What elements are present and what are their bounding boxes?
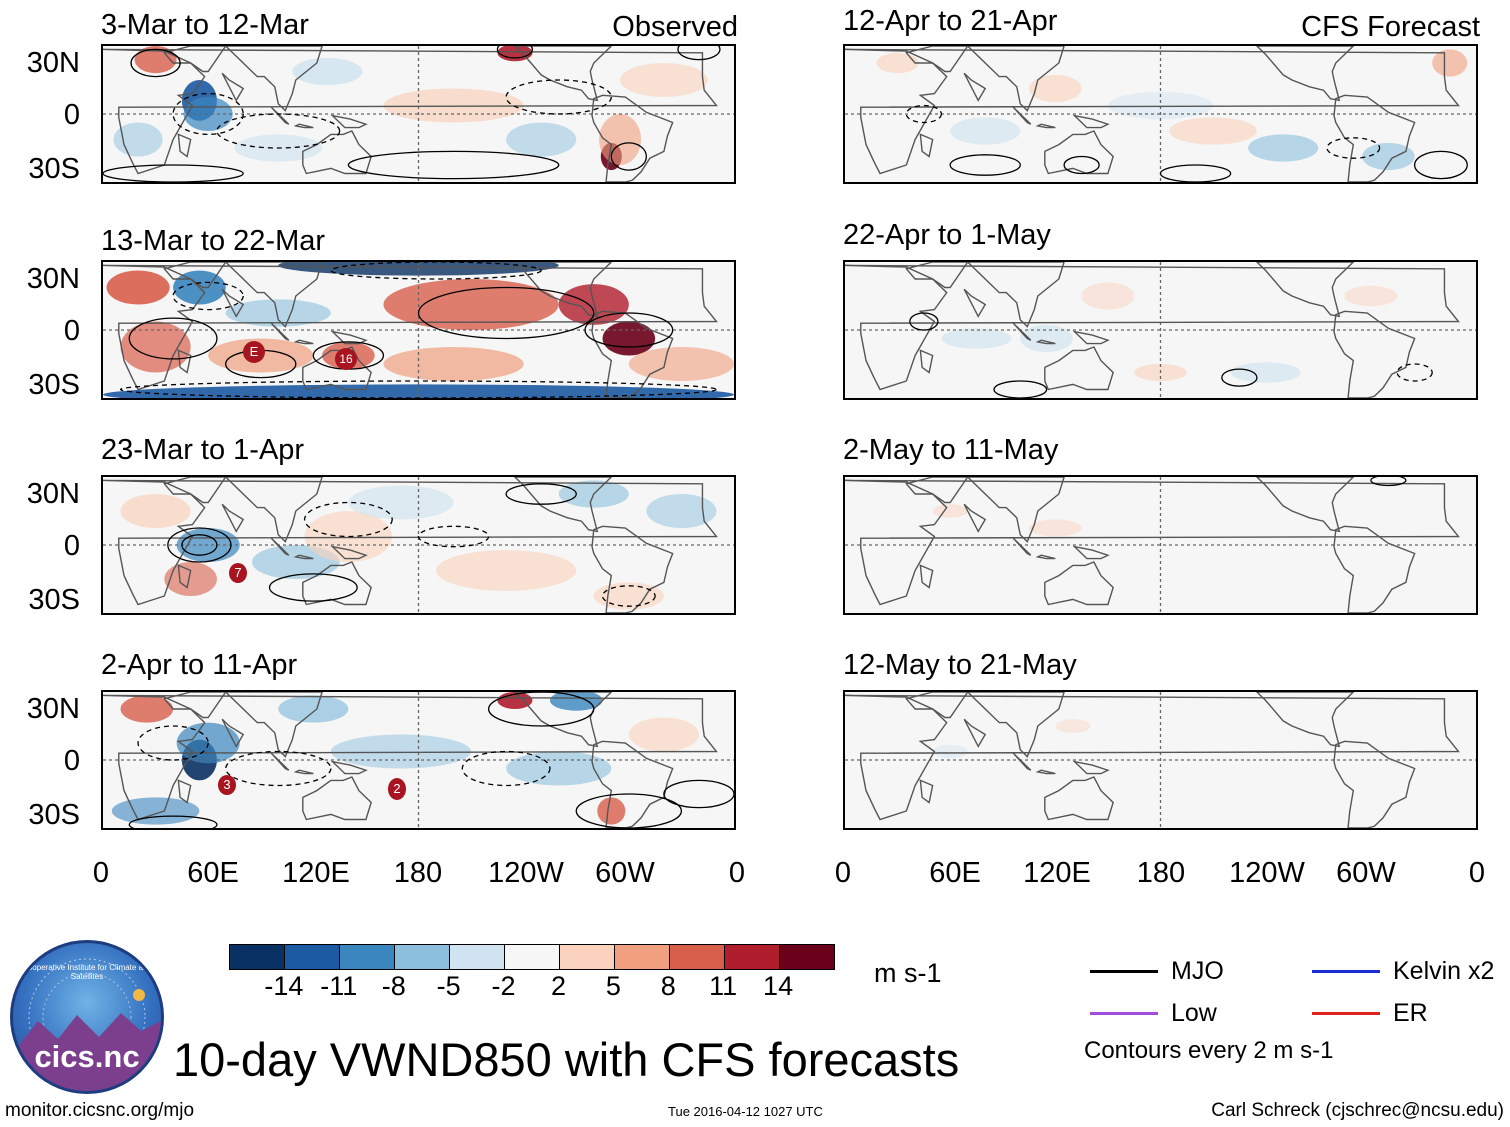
map-field (845, 692, 1476, 828)
forecast-panel-title-2: 22-Apr to 1-May (843, 219, 1051, 251)
colorbar-swatch (670, 945, 725, 969)
longitude-label: 120W (1229, 857, 1305, 889)
colorbar-swatch (780, 945, 834, 969)
forecast-map-panel-1 (843, 44, 1478, 184)
colorbar-label: -14 (264, 971, 304, 1001)
logo-text: cics.nc (34, 1039, 140, 1074)
forecast-map-panel-4 (843, 690, 1478, 830)
legend-line-er (1312, 1012, 1380, 1015)
colorbar-swatch (340, 945, 395, 969)
forecast-panel-title-3: 2-May to 11-May (843, 434, 1059, 466)
longitude-label: 60E (187, 857, 239, 889)
longitude-label: 120E (282, 857, 350, 889)
longitude-label: 120W (488, 857, 564, 889)
map-field (103, 262, 734, 398)
latitude-label: 30S (28, 799, 80, 831)
observed-panel-title-4: 2-Apr to 11-Apr (101, 649, 298, 681)
longitude-label: 60W (1336, 857, 1396, 889)
main-title: 10-day VWND850 with CFS forecasts (173, 1033, 960, 1086)
colorbar-units: m s-1 (874, 958, 942, 988)
map-field (845, 477, 1476, 613)
latitude-label: 0 (63, 530, 80, 562)
map-field (103, 477, 734, 613)
colorbar-swatch (450, 945, 505, 969)
footer-timestamp: Tue 2016-04-12 1027 UTC (668, 1104, 823, 1119)
latitude-label: 0 (63, 99, 80, 131)
observed-map-panel-3 (101, 475, 736, 615)
colorbar-label: -8 (381, 971, 406, 1001)
observed-panel-title-2: 13-Mar to 22-Mar (101, 225, 326, 257)
footer-url[interactable]: monitor.cicsnc.org/mjo (5, 1100, 195, 1121)
longitude-label: 120E (1023, 857, 1091, 889)
colorbar-label: 2 (550, 971, 566, 1001)
latitude-label: 0 (63, 315, 80, 347)
storm-marker: 3 (218, 775, 236, 795)
forecast-map-panel-2 (843, 260, 1478, 400)
observed-panel-title-1: 3-Mar to 12-Mar (101, 9, 309, 41)
colorbar-label: 8 (660, 971, 676, 1001)
map-field (103, 46, 734, 182)
colorbar-swatch (230, 945, 285, 969)
latitude-label: 30S (28, 369, 80, 401)
longitude-label: 0 (1468, 857, 1486, 889)
latitude-label: 30N (26, 47, 80, 79)
longitude-label: 60W (595, 857, 655, 889)
map-field (845, 46, 1476, 182)
longitude-label: 0 (92, 857, 110, 889)
colorbar-swatch (725, 945, 780, 969)
observed-header: Observed (612, 11, 738, 43)
latitude-label: 30N (26, 693, 80, 725)
observed-panel-title-3: 23-Mar to 1-Apr (101, 434, 305, 466)
colorbar-swatch (285, 945, 340, 969)
colorbar-label: -2 (491, 971, 516, 1001)
footer-credit: Carl Schreck (cjschrec@ncsu.edu) (1211, 1100, 1504, 1121)
map-field (845, 262, 1476, 398)
colorbar-swatch (615, 945, 670, 969)
latitude-label: 30N (26, 263, 80, 295)
map-field (103, 692, 734, 828)
colorbar-label: -5 (436, 971, 461, 1001)
logo-graphic (13, 958, 161, 1091)
colorbar-swatch (505, 945, 560, 969)
latitude-label: 0 (63, 745, 80, 777)
colorbar-swatch (395, 945, 450, 969)
legend-line-low (1090, 1012, 1158, 1015)
latitude-label: 30N (26, 478, 80, 510)
forecast-map-panel-3 (843, 475, 1478, 615)
cics-logo: cics.nc Cooperative Institute for Climat… (10, 940, 164, 1094)
logo-ring-text: Cooperative Institute for Climate and Sa… (22, 963, 152, 981)
observed-map-panel-2 (101, 260, 736, 400)
storm-marker: 16 (335, 348, 357, 370)
legend-label-mjo: MJO (1171, 957, 1224, 985)
longitude-label: 180 (393, 857, 443, 889)
latitude-label: 30S (28, 584, 80, 616)
longitude-label: 60E (929, 857, 981, 889)
longitude-label: 0 (834, 857, 852, 889)
observed-map-panel-1 (101, 44, 736, 184)
colorbar-label: 14 (763, 971, 794, 1001)
legend-note: Contours every 2 m s-1 (1084, 1037, 1334, 1064)
longitude-label: 0 (728, 857, 746, 889)
forecast-panel-title-4: 12-May to 21-May (843, 649, 1077, 681)
colorbar-label: 5 (605, 971, 621, 1001)
storm-marker: 7 (229, 563, 247, 583)
legend-label-kelvin: Kelvin x2 (1393, 957, 1495, 985)
storm-marker: E (243, 341, 265, 363)
legend-label-er: ER (1393, 999, 1428, 1027)
forecast-header: CFS Forecast (1301, 11, 1480, 43)
observed-map-panel-4 (101, 690, 736, 830)
latitude-label: 30S (28, 153, 80, 185)
colorbar-label: 11 (709, 971, 738, 1001)
legend-line-kelvin (1312, 970, 1380, 973)
legend-label-low: Low (1171, 999, 1217, 1027)
storm-marker: 2 (388, 778, 406, 800)
legend-line-mjo (1090, 970, 1158, 973)
colorbar (229, 944, 835, 970)
colorbar-swatch (560, 945, 615, 969)
colorbar-label: -11 (320, 971, 358, 1001)
longitude-label: 180 (1136, 857, 1186, 889)
forecast-panel-title-1: 12-Apr to 21-Apr (843, 5, 1058, 37)
